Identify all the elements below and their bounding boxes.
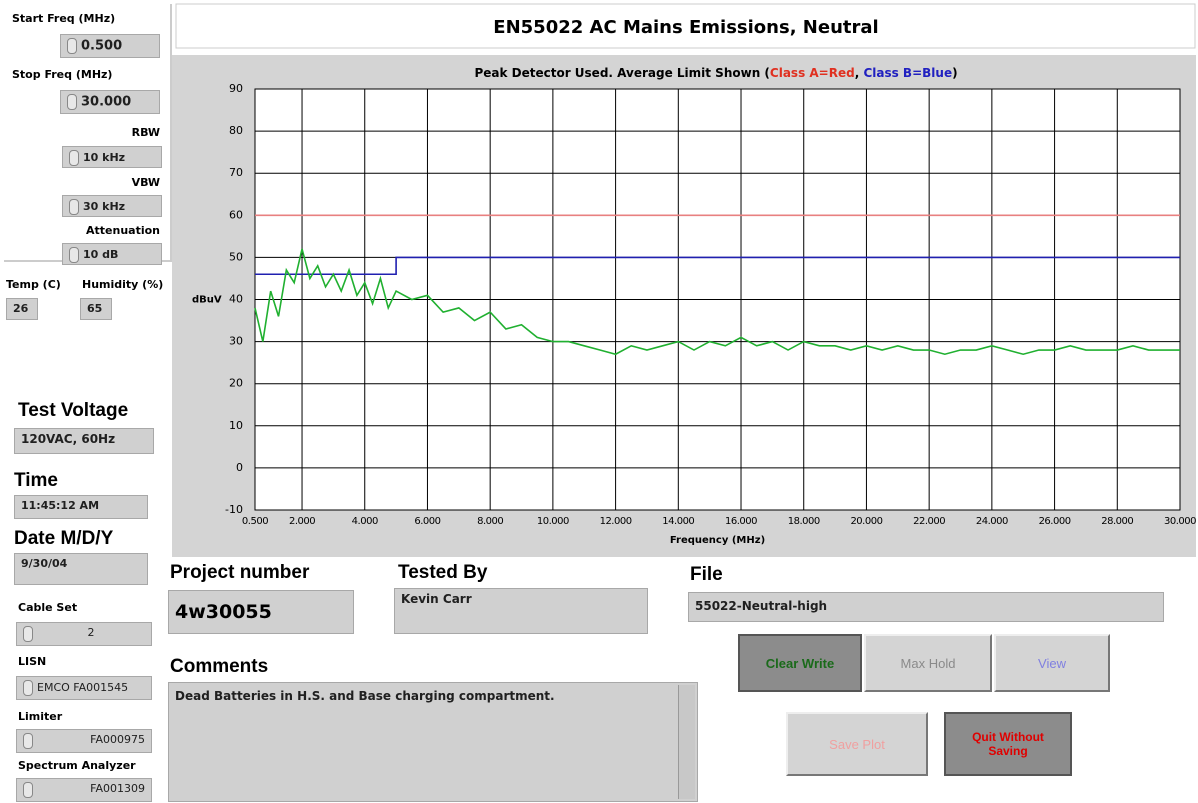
label: Stop Freq (MHz): [12, 68, 113, 81]
numeric-control[interactable]: FA000975: [16, 729, 152, 753]
subtitle-part: ): [952, 66, 957, 80]
chart-subtitle: Peak Detector Used. Average Limit Shown …: [474, 66, 957, 80]
y-tick-label: 40: [229, 293, 243, 306]
x-tick-label: 26.000: [1039, 516, 1071, 527]
heading: Date M/D/Y: [14, 528, 114, 549]
x-tick-label: 18.000: [788, 516, 820, 527]
value: 2: [87, 626, 95, 639]
numeric-control[interactable]: EMCO FA001545: [16, 676, 152, 700]
label: VBW: [131, 176, 160, 189]
x-tick-label: 12.000: [600, 516, 632, 527]
label: LISN: [18, 655, 47, 668]
button[interactable]: Save Plot: [786, 712, 928, 776]
label: Humidity (%): [82, 278, 164, 291]
heading: File: [690, 564, 723, 585]
x-tick-label: 14.000: [662, 516, 694, 527]
text-control[interactable]: 55022-Neutral-high: [688, 592, 1164, 622]
label: Attenuation: [86, 224, 160, 237]
x-tick-label: 24.000: [976, 516, 1008, 527]
label: Spectrum Analyzer: [18, 759, 136, 772]
value: 30.000: [81, 94, 132, 110]
y-tick-label: 70: [229, 166, 243, 179]
value: 30 kHz: [83, 200, 126, 213]
y-tick-label: 90: [229, 82, 243, 95]
value: Dead Batteries in H.S. and Base charging…: [175, 689, 555, 703]
y-axis-label: dBuV: [192, 295, 222, 306]
x-tick-label: 8.000: [477, 516, 503, 527]
subtitle-part: Class B=Blue: [863, 66, 952, 80]
chart-title: EN55022 AC Mains Emissions, Neutral: [493, 17, 878, 38]
label: Temp (C): [6, 278, 61, 291]
value: 10 kHz: [83, 151, 126, 164]
ring-control[interactable]: 10 dB: [62, 243, 162, 265]
numeric-control[interactable]: 2: [16, 622, 152, 646]
x-tick-label: 2.000: [289, 516, 315, 527]
x-axis-label: Frequency (MHz): [670, 535, 765, 546]
data-line: [255, 256, 1180, 276]
scrollbar[interactable]: [678, 685, 695, 799]
value: EMCO FA001545: [37, 681, 129, 694]
button[interactable]: View: [994, 634, 1110, 692]
label: RBW: [131, 126, 160, 139]
x-tick-label: 10.000: [537, 516, 569, 527]
x-tick-label: 28.000: [1101, 516, 1133, 527]
y-tick-label: 30: [229, 335, 243, 348]
x-tick-label: 16.000: [725, 516, 757, 527]
indicator: 9/30/04: [14, 553, 148, 585]
indicator: 120VAC, 60Hz: [14, 428, 154, 454]
y-tick-label: 80: [229, 124, 243, 137]
indicator: 11:45:12 AM: [14, 495, 148, 519]
ring-control[interactable]: 30 kHz: [62, 195, 162, 217]
ring-control[interactable]: 10 kHz: [62, 146, 162, 168]
indicator: 4w30055: [168, 590, 354, 634]
button[interactable]: Quit Without Saving: [944, 712, 1072, 776]
data-line: [254, 248, 1180, 356]
heading: Test Voltage: [18, 400, 129, 421]
value: FA000975: [90, 733, 145, 746]
indicator: 26: [6, 298, 38, 320]
x-tick-label: 30.000: [1164, 516, 1196, 527]
value: FA001309: [90, 782, 145, 795]
chart: EN55022 AC Mains Emissions, Neutral Peak…: [172, 3, 1197, 557]
label: Cable Set: [18, 601, 78, 614]
x-tick-label: 0.500: [242, 516, 268, 527]
button[interactable]: Max Hold: [864, 634, 992, 692]
y-tick-label: 10: [229, 419, 243, 432]
label: Limiter: [18, 710, 63, 723]
subtitle-part: Class A=Red: [770, 66, 855, 80]
title-frame: [175, 3, 1196, 49]
x-tick-label: 22.000: [913, 516, 945, 527]
text-control[interactable]: Dead Batteries in H.S. and Base charging…: [168, 682, 698, 802]
heading: Comments: [170, 656, 269, 677]
value: 10 dB: [83, 248, 119, 261]
value: 0.500: [81, 38, 123, 54]
numeric-control[interactable]: 0.500: [60, 34, 160, 58]
label: Start Freq (MHz): [12, 12, 116, 25]
text-control[interactable]: Kevin Carr: [394, 588, 648, 634]
button[interactable]: Clear Write: [738, 634, 862, 692]
x-tick-label: 6.000: [414, 516, 440, 527]
heading: Project number: [170, 562, 310, 583]
y-tick-label: 20: [229, 377, 243, 390]
indicator: 65: [80, 298, 112, 320]
x-tick-label: 20.000: [850, 516, 882, 527]
heading: Time: [14, 470, 59, 491]
y-tick-label: -10: [225, 503, 243, 516]
heading: Tested By: [398, 562, 488, 583]
y-tick-label: 60: [229, 208, 243, 221]
y-tick-label: 50: [229, 250, 243, 263]
y-tick-label: 0: [236, 461, 243, 474]
subtitle-part: ,: [855, 66, 864, 80]
numeric-control[interactable]: FA001309: [16, 778, 152, 802]
subtitle-part: Peak Detector Used. Average Limit Shown …: [474, 66, 769, 80]
numeric-control[interactable]: 30.000: [60, 90, 160, 114]
x-tick-label: 4.000: [352, 516, 378, 527]
